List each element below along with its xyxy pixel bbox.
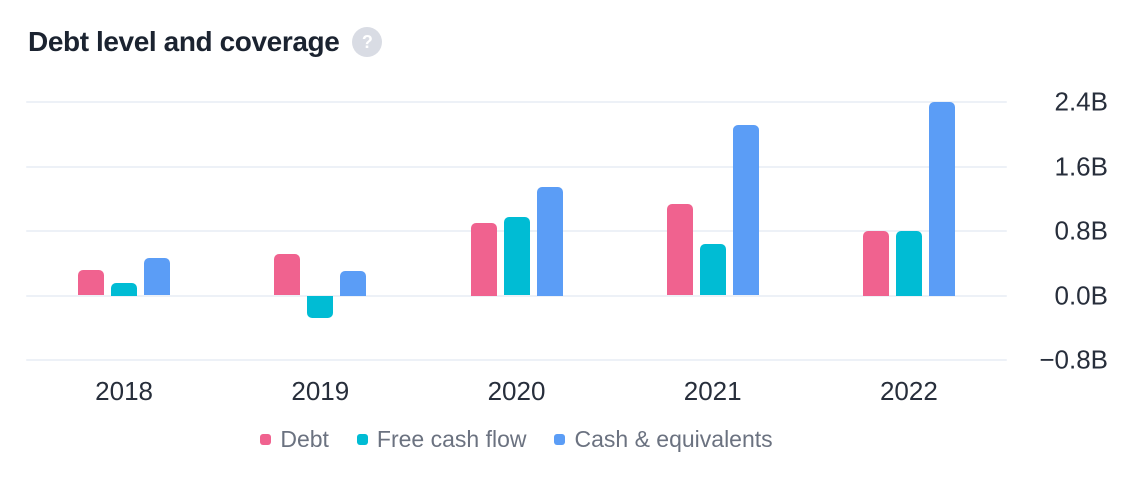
plot-area: [26, 101, 1007, 361]
gridline-zero: [26, 294, 1007, 297]
free-cash-flow-swatch-icon: [356, 434, 368, 445]
legend: Debt Free cash flow Cash & equivalents: [26, 426, 1007, 453]
gridline: [26, 101, 1007, 103]
bar-debt-2021[interactable]: [666, 203, 693, 296]
cash-equivalents-swatch-icon: [554, 434, 566, 445]
gridline: [26, 165, 1007, 168]
y-tick-label: 2.4B: [1054, 86, 1109, 117]
x-tick-label-2020: 2020: [487, 376, 546, 406]
legend-item-cash-equivalents[interactable]: Cash & equivalents: [554, 426, 773, 453]
y-tick-label: 1.6B: [1054, 151, 1109, 181]
x-tick-label-2019: 2019: [291, 376, 350, 406]
bar-debt-2022[interactable]: [862, 231, 889, 296]
x-axis: 2018 2019 2020 2021 2022: [26, 376, 1007, 406]
bar-cash-equivalents-2018[interactable]: [144, 258, 171, 296]
bar-free-cash-flow-2019[interactable]: [307, 295, 334, 319]
y-tick-label: 0.0B: [1054, 280, 1109, 310]
bar-cash-equivalents-2022[interactable]: [928, 102, 955, 296]
chart-header: Debt level and coverage ?: [28, 26, 383, 58]
y-axis: 2.4B 1.6B 0.8B 0.0B −0.8B: [1024, 87, 1109, 375]
debt-swatch-icon: [260, 434, 272, 445]
bar-free-cash-flow-2018[interactable]: [111, 283, 138, 296]
bar-free-cash-flow-2022[interactable]: [895, 231, 922, 296]
bar-cash-equivalents-2021[interactable]: [732, 124, 759, 296]
legend-label-cash-equivalents: Cash & equivalents: [574, 426, 773, 452]
y-tick-label: 0.8B: [1054, 215, 1109, 246]
x-tick-label-2018: 2018: [95, 376, 154, 406]
bar-free-cash-flow-2020[interactable]: [503, 217, 530, 296]
bar-debt-2018[interactable]: [78, 269, 105, 296]
legend-label-free-cash-flow: Free cash flow: [376, 426, 527, 452]
gridline: [26, 359, 1007, 361]
legend-label-debt: Debt: [280, 426, 329, 452]
page-title: Debt level and coverage: [28, 26, 340, 57]
x-tick-label-2022: 2022: [879, 376, 938, 406]
question-mark-glyph: ?: [361, 31, 373, 52]
bar-cash-equivalents-2019[interactable]: [340, 271, 367, 296]
y-tick-label: −0.8B: [1039, 344, 1108, 375]
x-tick-label-2021: 2021: [683, 376, 742, 406]
bar-free-cash-flow-2021[interactable]: [699, 243, 726, 296]
legend-item-free-cash-flow[interactable]: Free cash flow: [356, 426, 527, 453]
bar-debt-2020[interactable]: [470, 222, 497, 296]
legend-item-debt[interactable]: Debt: [260, 426, 329, 453]
bar-debt-2019[interactable]: [274, 253, 301, 296]
bar-cash-equivalents-2020[interactable]: [536, 186, 563, 296]
help-icon[interactable]: ?: [352, 27, 383, 57]
